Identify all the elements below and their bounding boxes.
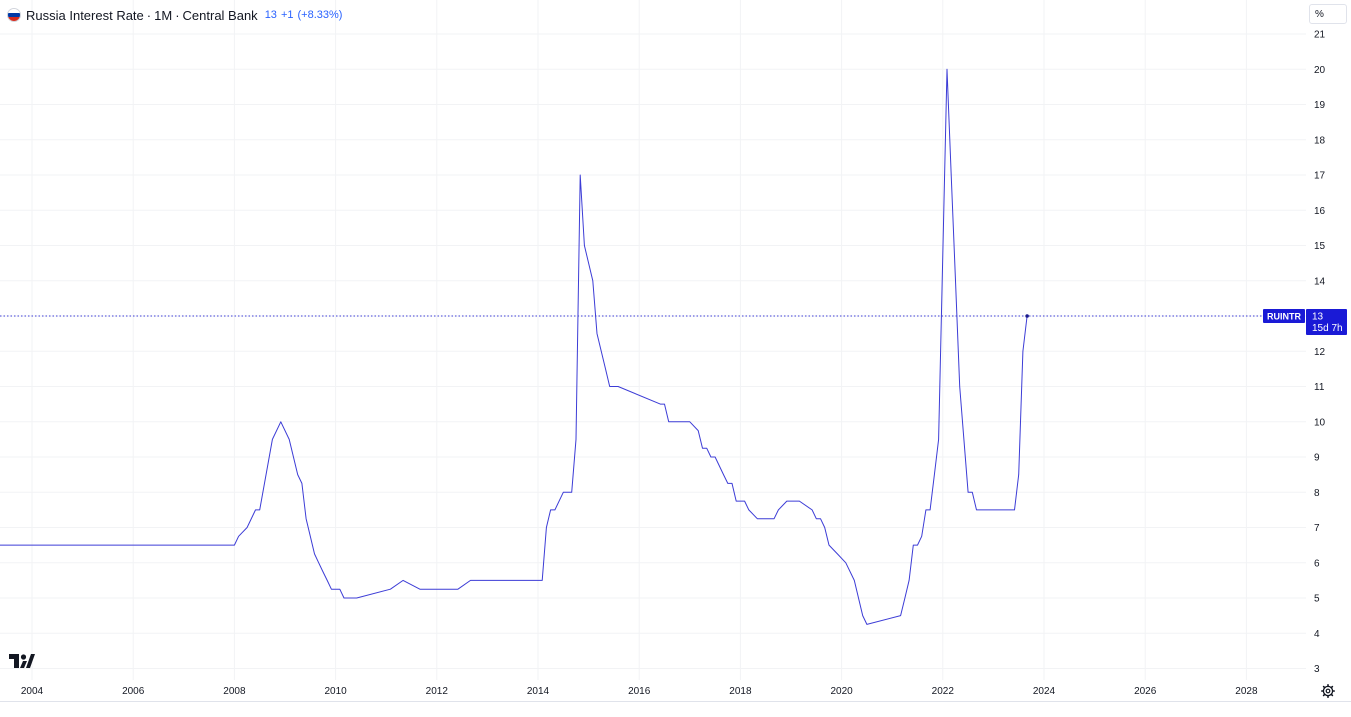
x-tick-label: 2020 xyxy=(830,686,853,697)
y-tick-label: 3 xyxy=(1314,664,1320,675)
y-tick-label: 9 xyxy=(1314,453,1320,464)
y-tick-label: 18 xyxy=(1314,135,1326,146)
x-tick-label: 2012 xyxy=(426,686,449,697)
legend-last-value: 13 xyxy=(264,9,277,21)
symbol-tag-label: RUINTR xyxy=(1267,312,1301,322)
y-tick-label: 6 xyxy=(1314,558,1320,569)
y-tick-label: 7 xyxy=(1314,523,1320,534)
y-tick-label: 21 xyxy=(1314,30,1326,41)
symbol-tag-background xyxy=(1263,309,1305,323)
x-tick-label: 2008 xyxy=(223,686,246,697)
legend-separator: · xyxy=(175,7,180,23)
x-tick-label: 2022 xyxy=(932,686,955,697)
gear-icon[interactable] xyxy=(1321,684,1335,703)
y-tick-label: 12 xyxy=(1314,347,1326,358)
y-tick-label: 14 xyxy=(1314,276,1326,287)
price-tag-countdown: 15d 7h xyxy=(1312,323,1343,334)
x-tick-label: 2028 xyxy=(1235,686,1258,697)
x-tick-label: 2006 xyxy=(122,686,145,697)
y-tick-label: 4 xyxy=(1314,629,1320,640)
y-tick-label: 15 xyxy=(1314,241,1326,252)
price-scale-unit-button[interactable]: % xyxy=(1309,4,1347,24)
y-tick-label: 10 xyxy=(1314,417,1326,428)
y-tick-label: 20 xyxy=(1314,65,1326,76)
price-tag-value: 13 xyxy=(1312,312,1324,323)
legend-separator: · xyxy=(146,7,152,23)
y-tick-label: 19 xyxy=(1314,100,1326,111)
x-tick-label: 2026 xyxy=(1134,686,1157,697)
legend-interval[interactable]: 1M xyxy=(154,7,173,23)
last-point-marker xyxy=(1025,314,1029,318)
y-tick-label: 5 xyxy=(1314,594,1320,605)
y-tick-label: 17 xyxy=(1314,171,1326,182)
x-tick-label: 2004 xyxy=(21,686,44,697)
x-tick-label: 2010 xyxy=(324,686,347,697)
x-tick-label: 2024 xyxy=(1033,686,1056,697)
price-tag-background xyxy=(1306,309,1347,335)
legend-change-percent: (+8.33%) xyxy=(297,9,343,21)
legend-change: +1 xyxy=(280,9,294,21)
x-tick-label: 2014 xyxy=(527,686,550,697)
russia-flag-icon xyxy=(7,8,21,22)
chart-legend[interactable]: Russia Interest Rate · 1M · Central Bank… xyxy=(7,6,342,24)
y-tick-label: 11 xyxy=(1314,382,1325,393)
legend-title[interactable]: Russia Interest Rate xyxy=(26,7,144,23)
y-tick-label: 8 xyxy=(1314,488,1320,499)
interest-rate-line xyxy=(0,68,1028,625)
legend-source: Central Bank xyxy=(182,7,258,23)
x-tick-label: 2016 xyxy=(628,686,651,697)
tradingview-logo-icon[interactable] xyxy=(9,654,35,673)
y-tick-label: 16 xyxy=(1314,206,1326,217)
x-tick-label: 2018 xyxy=(729,686,752,697)
